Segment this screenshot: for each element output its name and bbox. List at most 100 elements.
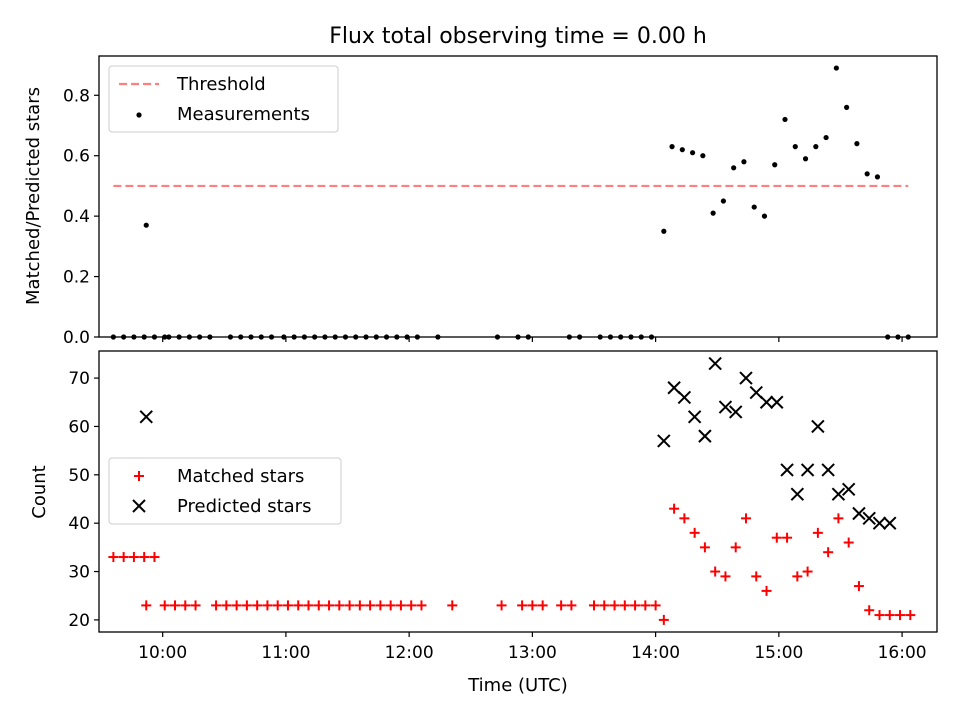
matched-star-point xyxy=(221,600,232,611)
matched-star-point xyxy=(905,610,916,621)
matched-star-point xyxy=(108,552,119,563)
matched-star-point xyxy=(812,527,823,538)
measurement-point xyxy=(661,228,667,234)
predicted-star-point xyxy=(811,419,825,434)
predicted-star-point xyxy=(677,390,692,405)
measurement-point xyxy=(844,104,850,110)
matched-star-point xyxy=(566,600,577,611)
matched-star-point xyxy=(710,566,721,577)
bottom-y-axis: 20 30 40 50 60 70 xyxy=(68,369,99,631)
bottom-y-tick-label: 40 xyxy=(68,514,90,534)
predicted-star-point xyxy=(883,516,897,530)
x-tick-label: 11:00 xyxy=(261,643,310,663)
matched-star-point xyxy=(640,600,651,611)
predicted-star-point xyxy=(872,516,887,530)
predicted-star-point xyxy=(790,487,805,501)
predicted-star-point xyxy=(718,400,733,414)
matched-star-point xyxy=(802,566,813,577)
predicted-star-point xyxy=(770,395,784,409)
matched-star-point xyxy=(190,600,201,611)
matched-star-point xyxy=(149,552,160,563)
matched-star-point xyxy=(843,537,854,548)
matched-star-point xyxy=(395,600,406,611)
matched-star-point xyxy=(771,532,782,543)
matched-star-point xyxy=(406,600,417,611)
predicted-star-point xyxy=(841,482,856,497)
top-y-tick-label: 0.0 xyxy=(63,328,90,348)
x-tick-label: 13:00 xyxy=(508,643,557,663)
predicted-star-point xyxy=(800,463,815,477)
figure-title: Flux total observing time = 0.00 h xyxy=(329,24,707,49)
predicted-star-point xyxy=(759,395,774,409)
matched-star-point xyxy=(782,532,793,543)
legend-matched-swatch xyxy=(134,471,144,481)
predicted-star-point xyxy=(852,506,866,521)
bottom-legend-box xyxy=(108,457,342,525)
legend-measurements-swatch xyxy=(136,112,142,118)
measurement-point xyxy=(710,210,716,216)
x-tick-label: 16:00 xyxy=(878,643,927,663)
measurement-point xyxy=(679,147,685,153)
measurement-point xyxy=(772,162,778,168)
measurement-point xyxy=(143,222,149,228)
matched-star-point xyxy=(884,610,895,621)
matched-star-point xyxy=(231,600,242,611)
top-axes-frame xyxy=(98,55,938,338)
matched-star-point xyxy=(118,552,129,563)
measurement-point xyxy=(751,204,757,210)
measurement-point xyxy=(689,150,696,156)
predicted-star-point xyxy=(139,410,153,424)
measurement-point xyxy=(741,159,747,165)
matched-star-point xyxy=(650,600,661,611)
matched-star-point xyxy=(527,600,538,611)
predicted-star-point xyxy=(687,410,702,424)
matched-star-point xyxy=(599,600,610,611)
matched-star-point xyxy=(864,605,875,616)
x-tick-label: 15:00 xyxy=(754,643,803,663)
top-legend: Threshold Measurements xyxy=(108,65,339,133)
legend-matched-label: Matched stars xyxy=(177,466,304,487)
matched-star-point xyxy=(375,600,386,611)
matched-star-point xyxy=(252,600,263,611)
matched-star-point xyxy=(669,503,680,514)
matched-star-point xyxy=(169,600,180,611)
bottom-y-tick-label: 30 xyxy=(68,563,90,583)
measurement-point xyxy=(669,144,675,150)
bottom-y-tick-label: 20 xyxy=(68,611,90,631)
matched-star-point xyxy=(537,600,548,611)
bottom-plot-marks xyxy=(108,356,916,625)
predicted-star-point xyxy=(698,429,712,443)
measurement-point xyxy=(874,174,881,180)
matched-star-point xyxy=(895,610,906,621)
matched-star-point xyxy=(313,600,324,611)
bottom-y-tick-label: 70 xyxy=(68,369,90,389)
legend-threshold-label: Threshold xyxy=(176,74,266,95)
top-y-tick-label: 0.2 xyxy=(63,268,90,288)
bottom-panel: 20 30 40 50 60 70 10:00 11:00 12:00 13:00 14:00 15… xyxy=(29,350,938,696)
matched-star-point xyxy=(833,513,844,524)
matched-star-point xyxy=(354,600,365,611)
matched-star-point xyxy=(211,600,222,611)
matched-star-point xyxy=(751,571,762,582)
measurement-point xyxy=(864,171,870,177)
measurement-point xyxy=(813,144,819,150)
x-tick-label: 12:00 xyxy=(385,643,434,663)
top-y-axis-label: Matched/Predicted stars xyxy=(23,87,44,305)
top-y-tick-label: 0.6 xyxy=(63,147,90,167)
matched-star-point xyxy=(324,600,335,611)
matched-star-point xyxy=(679,513,690,524)
top-panel: 0.00.20.40.60.8 Matched/Predicted stars … xyxy=(23,55,938,348)
x-axis-label: Time (UTC) xyxy=(467,675,568,696)
bottom-y-tick-label: 50 xyxy=(68,466,90,486)
matched-star-point xyxy=(874,610,885,621)
legend-measurements-label: Measurements xyxy=(177,104,310,125)
measurement-point xyxy=(833,65,839,71)
measurement-point xyxy=(782,116,788,123)
predicted-star-point xyxy=(708,356,722,371)
matched-star-point xyxy=(447,600,458,611)
matched-star-point xyxy=(282,600,293,611)
predicted-star-point xyxy=(821,463,835,477)
matched-star-point xyxy=(720,571,731,582)
measurement-point xyxy=(823,134,829,141)
matched-star-point xyxy=(241,600,252,611)
